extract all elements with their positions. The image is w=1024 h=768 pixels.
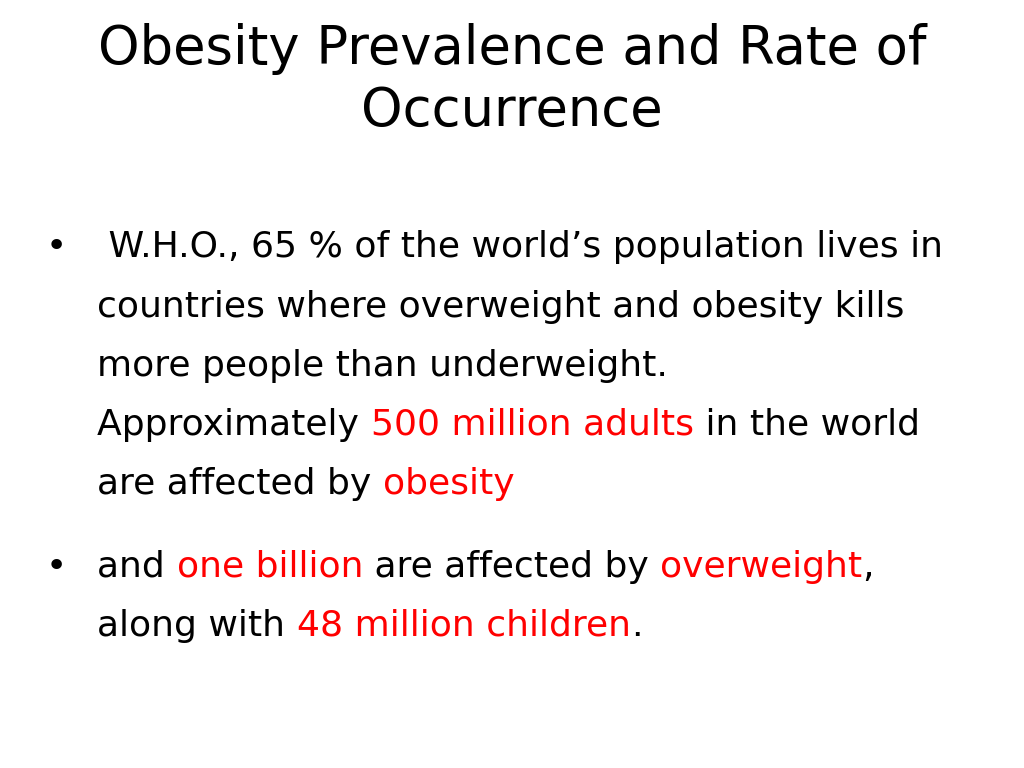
Text: overweight: overweight <box>660 550 862 584</box>
Text: along with: along with <box>97 609 297 643</box>
Text: 500 million adults: 500 million adults <box>371 408 693 442</box>
Text: are affected by: are affected by <box>97 467 383 501</box>
Text: Approximately: Approximately <box>97 408 371 442</box>
Text: obesity: obesity <box>383 467 515 501</box>
Text: W.H.O., 65 % of the world’s population lives in: W.H.O., 65 % of the world’s population l… <box>97 230 943 264</box>
Text: are affected by: are affected by <box>364 550 660 584</box>
Text: •: • <box>46 550 68 584</box>
Text: in the world: in the world <box>693 408 920 442</box>
Text: one billion: one billion <box>176 550 364 584</box>
Text: 48 million children: 48 million children <box>297 609 631 643</box>
Text: more people than underweight.: more people than underweight. <box>97 349 668 382</box>
Text: ,: , <box>862 550 873 584</box>
Text: .: . <box>631 609 642 643</box>
Text: countries where overweight and obesity kills: countries where overweight and obesity k… <box>97 290 904 323</box>
Text: and: and <box>97 550 176 584</box>
Text: •: • <box>46 230 68 264</box>
Text: Obesity Prevalence and Rate of
Occurrence: Obesity Prevalence and Rate of Occurrenc… <box>97 23 927 137</box>
